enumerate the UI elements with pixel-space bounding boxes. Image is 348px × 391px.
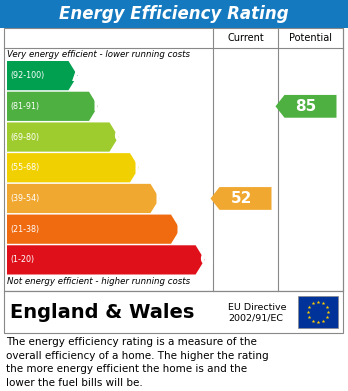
Text: F: F bbox=[175, 220, 187, 238]
Polygon shape bbox=[276, 95, 337, 118]
Text: D: D bbox=[133, 159, 147, 177]
Bar bbox=[0, 0, 348, 28]
Bar bbox=[4, 291, 343, 333]
Text: (81-91): (81-91) bbox=[10, 102, 39, 111]
Text: B: B bbox=[93, 97, 105, 115]
Text: C: C bbox=[113, 128, 126, 146]
Text: Current: Current bbox=[227, 33, 264, 43]
Text: 85: 85 bbox=[295, 99, 317, 114]
Polygon shape bbox=[7, 92, 98, 121]
Text: 2002/91/EC: 2002/91/EC bbox=[228, 314, 283, 323]
Bar bbox=[4, 28, 343, 291]
Bar bbox=[298, 296, 338, 328]
Text: A: A bbox=[72, 66, 85, 84]
Text: G: G bbox=[199, 251, 213, 269]
Text: EU Directive: EU Directive bbox=[228, 303, 286, 312]
Polygon shape bbox=[7, 61, 78, 90]
Text: (21-38): (21-38) bbox=[10, 225, 39, 234]
Text: (92-100): (92-100) bbox=[10, 71, 44, 80]
Text: (1-20): (1-20) bbox=[10, 255, 34, 264]
Text: The energy efficiency rating is a measure of the
overall efficiency of a home. T: The energy efficiency rating is a measur… bbox=[6, 337, 269, 388]
Polygon shape bbox=[7, 245, 205, 274]
Text: (55-68): (55-68) bbox=[10, 163, 39, 172]
Polygon shape bbox=[7, 184, 159, 213]
Polygon shape bbox=[7, 215, 180, 244]
Text: (69-80): (69-80) bbox=[10, 133, 39, 142]
Text: (39-54): (39-54) bbox=[10, 194, 39, 203]
Text: Very energy efficient - lower running costs: Very energy efficient - lower running co… bbox=[7, 50, 190, 59]
Text: Potential: Potential bbox=[289, 33, 332, 43]
Polygon shape bbox=[211, 187, 271, 210]
Text: 52: 52 bbox=[230, 191, 252, 206]
Text: Energy Efficiency Rating: Energy Efficiency Rating bbox=[59, 5, 289, 23]
Text: E: E bbox=[155, 190, 166, 208]
Polygon shape bbox=[7, 122, 119, 152]
Text: Not energy efficient - higher running costs: Not energy efficient - higher running co… bbox=[7, 277, 190, 286]
Text: England & Wales: England & Wales bbox=[10, 303, 195, 321]
Polygon shape bbox=[7, 153, 139, 182]
